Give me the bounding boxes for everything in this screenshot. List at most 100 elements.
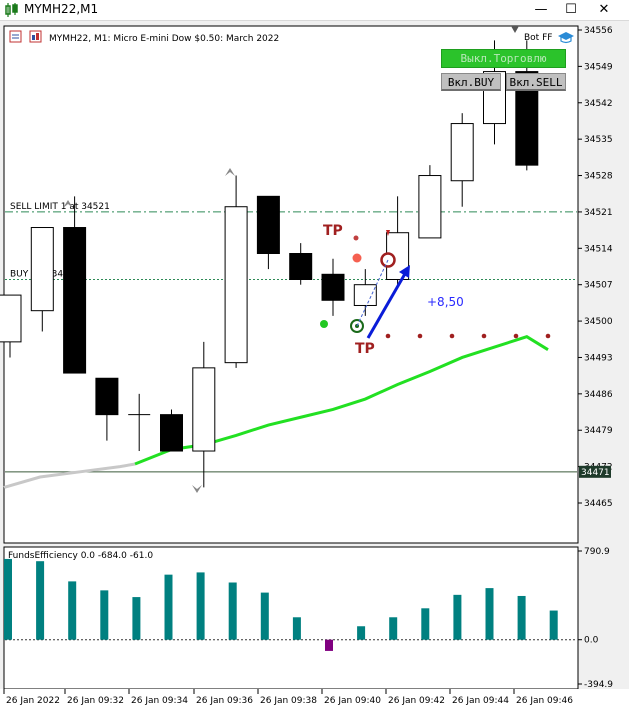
candle-body-bear [289,253,313,280]
price-tick-label: 34493 [584,353,613,363]
sell-limit-label: SELL LIMIT 1 at 34521 [10,202,110,212]
window-title: MYMH22,M1 [24,2,99,16]
histogram-bar [549,610,558,640]
tp-dot [449,333,455,339]
indicator-tick-label: 0.0 [584,636,599,646]
depth-icon[interactable] [29,30,42,43]
candle-body-bear [160,414,183,452]
trade-connector [356,259,389,327]
histogram-bar [357,626,366,640]
tp-dot [417,333,423,339]
trade-annotations: TP TP +8,50 [63,168,551,493]
price-tick-label: 34521 [584,208,613,218]
price-tick-label: 34542 [584,99,613,109]
price-tick-label: 34465 [584,499,613,509]
expert-triangle-icon [511,26,519,33]
candle [289,243,313,285]
window-titlebar: MYMH22,M1 — ☐ ✕ [0,0,629,21]
fractal-up-icon-2 [63,200,73,208]
time-tick-label: 26 Jan 2022 [6,696,60,706]
candle [321,258,345,316]
candle-body-bear [256,195,280,255]
tp-dot [545,333,551,339]
histogram-bar [517,595,526,640]
tp-marker [353,235,359,241]
candle-body-bull [353,284,377,306]
time-tick-label: 26 Jan 09:34 [131,696,188,706]
histogram-bar [36,561,45,640]
histogram-bar [260,592,269,640]
maximize-button[interactable]: ☐ [565,2,577,17]
tp-label-top: TP [323,223,343,239]
fractal-down-icon [192,485,202,493]
profit-label: +8,50 [427,295,464,309]
price-tick-label: 34507 [584,281,613,291]
time-axis-bg [0,689,629,718]
current-price-label: 34471 [581,468,610,478]
price-tick-label: 34514 [584,244,613,254]
minimize-button[interactable]: — [534,2,548,17]
histogram-bar [389,617,398,640]
histogram-bar [100,590,109,640]
candle-body-bear [95,377,119,416]
time-axis[interactable]: 26 Jan 2022 26 Jan 09:32 26 Jan 09:34 26 Ja… [3,689,573,706]
candle [160,409,183,452]
price-tick-label: 34535 [584,135,613,145]
histogram-bar [4,558,12,640]
histogram-bar [196,572,205,640]
chart-app-icon [5,3,18,17]
candle-body-bull [224,206,248,364]
candle-body-bull [450,123,474,182]
candle-body-bear [321,273,345,301]
candle [450,113,474,207]
candle [63,196,87,374]
close-button[interactable]: ✕ [598,2,610,17]
price-pane[interactable] [3,25,579,544]
candle [386,196,410,285]
enable-buy-button[interactable]: Вкл.BUY [441,73,501,91]
bot-indicator[interactable]: Bot FF [511,26,574,44]
graduation-cap-icon [558,32,574,40]
candle [95,377,119,441]
enable-sell-button[interactable]: Вкл.SELL [506,73,566,91]
price-tick-label: 34556 [584,26,613,36]
candle [30,227,54,332]
time-tick-label: 26 Jan 09:32 [67,696,124,706]
histogram-bar [453,594,462,640]
candle [256,195,280,270]
candle [0,294,22,358]
histogram-bar [164,574,173,640]
price-axis[interactable]: 34556 34549 34542 34535 34528 34521 34514 34507… [578,26,613,509]
indicator-tick-label: -394.9 [584,680,613,690]
time-tick-label: 26 Jan 09:44 [452,696,509,706]
indicator-axis[interactable]: 790.9 0.0 -394.9 [578,547,613,690]
entry-marker [352,253,362,263]
candle-body-bull [418,175,442,239]
price-tick-label: 34500 [584,317,613,327]
candle [128,393,151,452]
tp-dot [513,333,519,339]
moving-average-history [3,462,136,489]
tp-label-bottom: TP [355,341,375,357]
histogram-bar [485,588,494,640]
fractal-up-icon [225,168,235,176]
sell-limit-order[interactable]: SELL LIMIT 1 at 34521 [5,202,577,213]
time-tick-label: 26 Jan 09:46 [516,696,573,706]
time-tick-label: 26 Jan 09:40 [324,696,381,706]
histogram-bar [421,608,430,640]
tp-dots [385,333,551,339]
price-tick-label: 34528 [584,172,613,182]
chart-header: MYMH22, M1: Micro E-mini Dow $0.50: Marc… [9,30,279,44]
histogram-bar [292,617,301,640]
candle [192,341,216,488]
price-tick-label: 34479 [584,426,613,436]
trade-icon[interactable] [9,30,22,43]
histogram-bar [228,582,237,640]
histogram-bar [325,639,333,651]
candle [353,269,377,316]
disable-trading-button[interactable]: Выкл.Торговлю [441,49,566,68]
candle-body-bear [63,227,87,374]
bot-label: Bot FF [524,33,552,43]
indicator-tick-label: 790.9 [584,547,610,557]
time-tick-label: 26 Jan 09:36 [196,696,253,706]
